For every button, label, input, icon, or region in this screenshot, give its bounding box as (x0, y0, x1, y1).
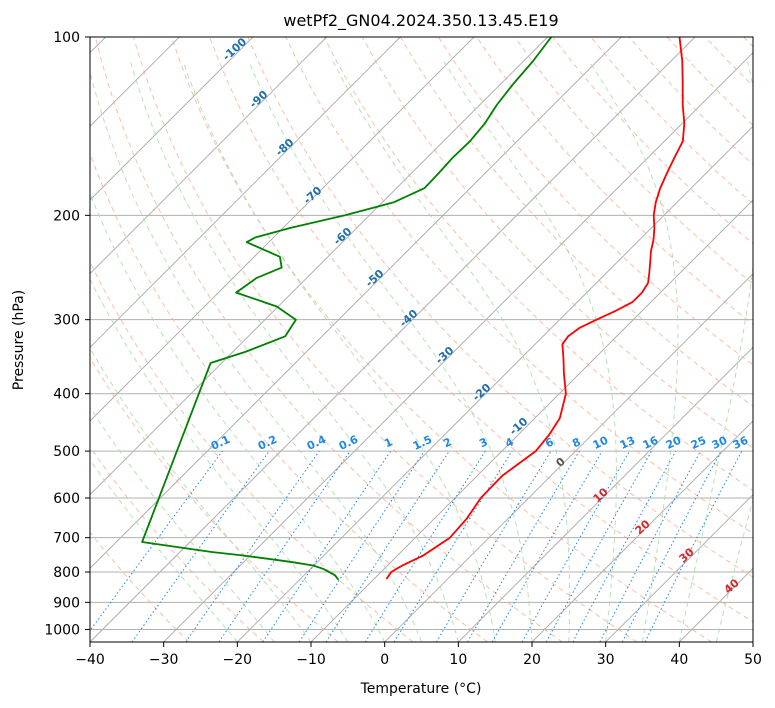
x-tick-label: 0 (380, 652, 389, 668)
isotherm-line (163, 51, 753, 642)
isotherm-line (90, 37, 401, 349)
mixing-ratio-label: 10 (591, 434, 611, 452)
y-tick-label: 500 (53, 444, 80, 460)
dry-adiabat (514, 37, 753, 285)
mixing-ratio-line (218, 450, 351, 642)
moist-adiabat (90, 278, 349, 642)
x-tick-label: 40 (670, 652, 688, 668)
mixing-ratio-line (572, 450, 677, 642)
mixing-ratio-label: 30 (710, 434, 730, 452)
x-tick-label: 30 (597, 652, 615, 668)
mixing-ratio-line (521, 450, 630, 642)
mixing-ratio-line (131, 450, 270, 642)
moist-adiabat (90, 70, 422, 642)
dewpoint-line (141, 37, 553, 581)
moist-adiabat (90, 192, 386, 642)
y-tick-label: 1000 (44, 622, 80, 638)
dry-adiabat (361, 37, 753, 449)
isotherm-line (384, 272, 753, 642)
mixing-ratio-line (545, 450, 653, 642)
mixing-ratio-label: 13 (618, 434, 637, 452)
moist-adiabat (90, 459, 238, 642)
y-tick-label: 200 (53, 208, 80, 224)
y-tick-label: 900 (53, 595, 80, 611)
x-tick-label: −40 (75, 652, 105, 668)
isotherm-line (236, 125, 753, 642)
mixing-ratio-label: 25 (689, 434, 708, 452)
x-axis-label: Temperature (°C) (360, 681, 482, 697)
isotherm-line (605, 493, 753, 642)
y-tick-label: 100 (53, 30, 80, 46)
x-tick-label: −20 (223, 652, 253, 668)
dry-adiabat (247, 37, 753, 578)
plot-background (90, 37, 753, 642)
dry-adiabat (90, 356, 339, 642)
x-tick-label: 50 (744, 652, 762, 668)
moist-adiabat (332, 61, 571, 642)
background-lines (90, 37, 753, 642)
y-tick-label: 300 (53, 313, 80, 329)
x-tick-label: 10 (449, 652, 467, 668)
y-axis-label: Pressure (hPa) (11, 290, 27, 390)
moist-adiabat (248, 61, 533, 642)
dry-adiabat (94, 37, 563, 642)
moist-adiabat (678, 61, 753, 642)
isotherm-line (90, 37, 328, 275)
isotherm-line (90, 37, 549, 496)
isotherm-line (90, 37, 475, 422)
dry-adiabat (132, 37, 638, 642)
chart-title: wetPf2_GN04.2024.350.13.45.E19 (283, 11, 558, 31)
y-tick-label: 600 (53, 491, 80, 507)
dry-adiabat (209, 37, 753, 623)
x-tick-label: −10 (296, 652, 326, 668)
x-tick-label: 20 (523, 652, 541, 668)
moist-adiabat (588, 61, 679, 642)
data-lines (141, 37, 686, 581)
mixing-ratio-line (325, 450, 450, 642)
y-tick-label: 700 (53, 531, 80, 547)
plot-frame (89, 36, 754, 643)
moist-adiabat (182, 61, 496, 642)
mixing-ratio-label: 36 (731, 434, 751, 452)
mixing-ratio-line (262, 450, 392, 642)
dry-adiabat (399, 37, 753, 407)
dry-adiabat (171, 37, 712, 642)
dry-adiabat (90, 446, 264, 642)
dry-adiabat (90, 260, 414, 642)
dry-adiabat (90, 152, 488, 642)
x-tick-label: −30 (149, 652, 179, 668)
mixing-ratio-line (90, 450, 223, 632)
isotherm-line (752, 641, 753, 642)
isotherm-line (90, 37, 254, 201)
mixing-ratio-label: 16 (641, 434, 661, 452)
isotherm-line (90, 37, 622, 570)
mixing-ratio-label: 20 (664, 434, 684, 452)
mixing-ratio-line (644, 450, 743, 642)
mixing-ratio-line (185, 450, 320, 642)
isotherm-line (457, 346, 753, 642)
axis-ticks: −40 −30 −20 −10 0 10 20 30 40 50 100 200 300 400 500 60… (44, 30, 762, 668)
dry-adiabat (90, 531, 190, 642)
temperature-line (385, 37, 686, 580)
mixing-ratio-line (298, 450, 425, 642)
y-tick-label: 800 (53, 565, 80, 581)
moist-adiabat (90, 406, 275, 642)
isotherm-line (531, 420, 753, 642)
moist-adiabat (443, 61, 617, 642)
y-tick-label: 400 (53, 387, 80, 403)
